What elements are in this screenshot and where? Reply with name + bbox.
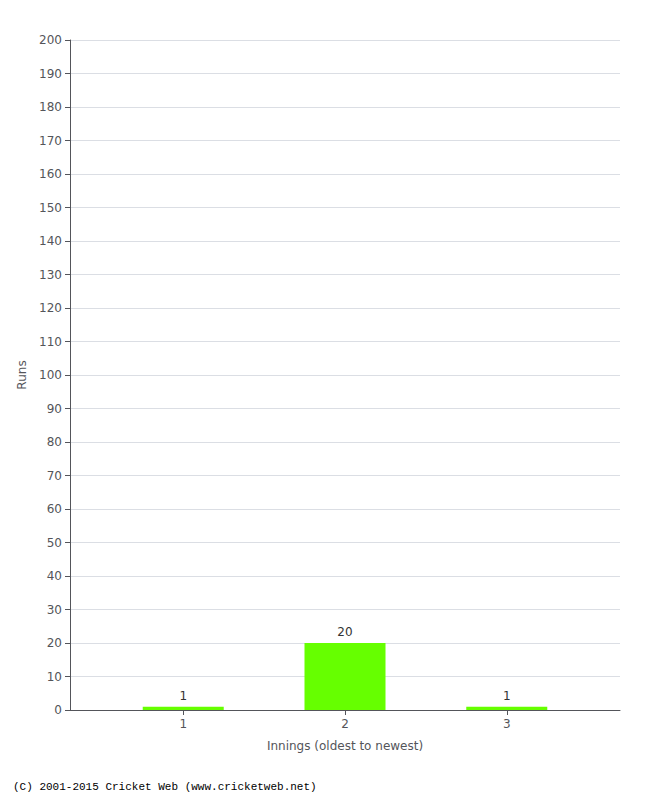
svg-text:1: 1 <box>179 717 187 731</box>
svg-text:150: 150 <box>39 201 62 215</box>
svg-text:2: 2 <box>341 717 349 731</box>
svg-text:1: 1 <box>179 689 187 703</box>
svg-text:120: 120 <box>39 301 62 315</box>
svg-text:0: 0 <box>54 703 62 717</box>
svg-text:70: 70 <box>47 469 62 483</box>
svg-text:190: 190 <box>39 67 62 81</box>
svg-text:10: 10 <box>47 670 62 684</box>
svg-text:30: 30 <box>47 603 62 617</box>
svg-text:Innings (oldest to newest): Innings (oldest to newest) <box>267 739 423 753</box>
svg-text:50: 50 <box>47 536 62 550</box>
svg-text:170: 170 <box>39 134 62 148</box>
svg-text:80: 80 <box>47 435 62 449</box>
svg-text:130: 130 <box>39 268 62 282</box>
svg-text:90: 90 <box>47 402 62 416</box>
svg-text:1: 1 <box>503 689 511 703</box>
svg-text:140: 140 <box>39 234 62 248</box>
svg-text:110: 110 <box>39 335 62 349</box>
svg-text:200: 200 <box>39 33 62 47</box>
svg-text:20: 20 <box>337 625 352 639</box>
svg-text:40: 40 <box>47 569 62 583</box>
svg-text:180: 180 <box>39 100 62 114</box>
svg-text:20: 20 <box>47 636 62 650</box>
svg-text:3: 3 <box>503 717 511 731</box>
svg-text:100: 100 <box>39 368 62 382</box>
svg-text:(C) 2001-2015 Cricket Web (www: (C) 2001-2015 Cricket Web (www.cricketwe… <box>13 781 317 793</box>
svg-text:60: 60 <box>47 502 62 516</box>
svg-text:Runs: Runs <box>15 360 29 389</box>
svg-text:160: 160 <box>39 167 62 181</box>
